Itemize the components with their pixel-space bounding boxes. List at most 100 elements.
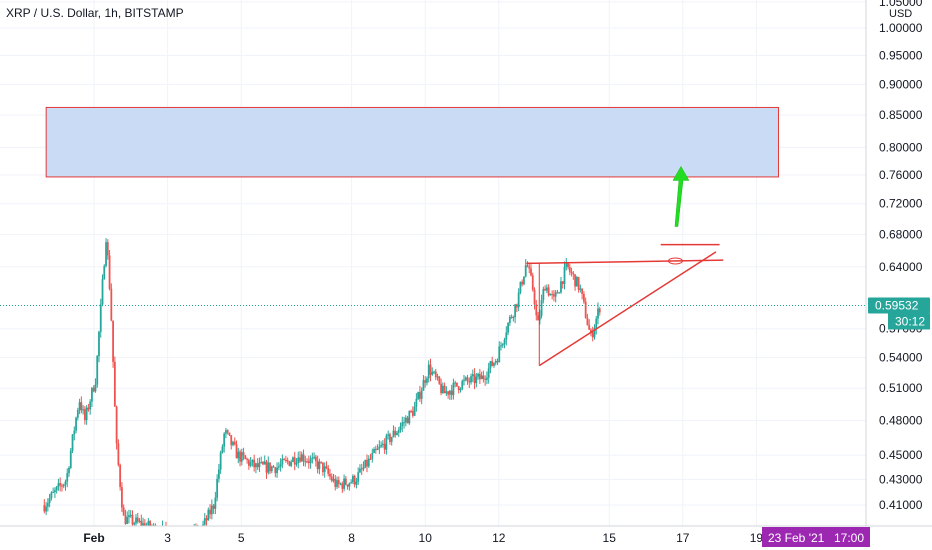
candle-body xyxy=(295,463,298,465)
candle-body xyxy=(343,478,345,489)
candle-body xyxy=(553,294,555,297)
candle-body xyxy=(549,293,552,296)
candle-body xyxy=(240,452,243,462)
candle-body xyxy=(577,277,580,290)
candle-body xyxy=(411,411,414,416)
candle-body xyxy=(470,376,472,383)
breakout-point-marker[interactable] xyxy=(667,257,683,265)
candle-body xyxy=(129,514,132,516)
candle-body xyxy=(68,467,70,474)
candle-body xyxy=(560,281,562,293)
crosshair-date-label: 23 Feb '21 xyxy=(768,531,825,545)
candle-body xyxy=(233,441,236,445)
candle-body xyxy=(66,473,69,482)
candle-body xyxy=(216,478,219,498)
candle-body xyxy=(119,464,122,487)
candle-body xyxy=(357,472,360,482)
candle-body xyxy=(512,317,515,319)
candle-body xyxy=(223,433,226,447)
candle-body xyxy=(332,478,335,481)
candle-body xyxy=(567,262,569,268)
candle-body xyxy=(558,292,561,294)
candle-body xyxy=(322,462,324,473)
time-tick-label: 10 xyxy=(419,531,433,545)
candle-body xyxy=(360,468,363,470)
candle-body xyxy=(341,483,344,489)
candle-body xyxy=(43,505,46,512)
candle-body xyxy=(590,329,592,333)
candle-body xyxy=(288,461,291,466)
candle-body xyxy=(538,315,541,321)
candle-body xyxy=(352,475,354,483)
candle-body xyxy=(103,265,106,280)
candle-body xyxy=(584,301,587,319)
candle-body xyxy=(482,375,485,379)
candle-body xyxy=(380,444,383,447)
resistance-trendline[interactable] xyxy=(526,259,724,265)
target-zone-rectangle[interactable] xyxy=(45,106,779,178)
currency-label: USD xyxy=(889,8,912,20)
candle-body xyxy=(230,435,233,446)
candle-body xyxy=(508,316,511,324)
candle-body xyxy=(299,457,301,462)
candle-body xyxy=(366,459,368,467)
candle-body xyxy=(523,276,525,285)
candle-body xyxy=(256,463,259,468)
candle-body xyxy=(572,273,575,275)
candle-body xyxy=(76,410,79,418)
candle-body xyxy=(101,279,104,305)
candle-body xyxy=(362,467,365,470)
candle-body xyxy=(207,509,210,521)
price-tick-label: 0.76000 xyxy=(879,168,923,182)
candle-body xyxy=(136,517,139,522)
candle-body xyxy=(46,503,49,507)
breakout-target-arrow-icon[interactable] xyxy=(672,165,690,227)
candle-body xyxy=(547,287,550,296)
candle-body xyxy=(394,430,397,435)
candle-body xyxy=(260,462,263,464)
candle-body xyxy=(581,288,584,295)
candle-body xyxy=(61,485,63,487)
candle-body xyxy=(401,422,404,427)
candle-body xyxy=(378,446,381,449)
candle-body xyxy=(302,454,305,462)
candle-body xyxy=(598,308,601,313)
candle-body xyxy=(521,281,524,285)
candle-body xyxy=(214,497,217,509)
candle-body xyxy=(486,377,488,380)
countdown-badge-value: 30:12 xyxy=(895,314,925,328)
candle-body xyxy=(239,451,241,462)
candle-body xyxy=(447,391,450,395)
crosshair-time-label: 17:00 xyxy=(834,531,864,545)
last-price-badge xyxy=(868,297,930,314)
price-tick-label: 0.95000 xyxy=(879,48,923,62)
candle-body xyxy=(473,374,476,384)
candle-body xyxy=(279,464,282,467)
price-tick-label: 0.64000 xyxy=(879,260,923,274)
candle-body xyxy=(133,523,136,525)
price-tick-label: 0.85000 xyxy=(879,108,923,122)
candle-body xyxy=(272,466,275,468)
candle-body xyxy=(117,443,120,465)
candle-body xyxy=(108,255,111,289)
candle-body xyxy=(142,523,144,527)
candle-body xyxy=(306,461,308,463)
candle-body xyxy=(491,361,494,366)
candle-body xyxy=(106,242,109,256)
support-trendline[interactable] xyxy=(538,251,717,367)
candle-body xyxy=(445,391,448,394)
candle-body xyxy=(113,361,116,407)
candle-body xyxy=(135,517,137,524)
candle-body xyxy=(92,387,95,392)
candle-body xyxy=(237,451,240,459)
time-tick-label: 8 xyxy=(348,531,355,545)
time-tick-label: 12 xyxy=(492,531,506,545)
time-tick-label: 5 xyxy=(238,531,245,545)
price-tick-label: 1.00000 xyxy=(879,21,923,35)
candle-body xyxy=(339,483,342,485)
price-tick-label: 0.41000 xyxy=(879,498,923,512)
candle-body xyxy=(542,288,545,300)
